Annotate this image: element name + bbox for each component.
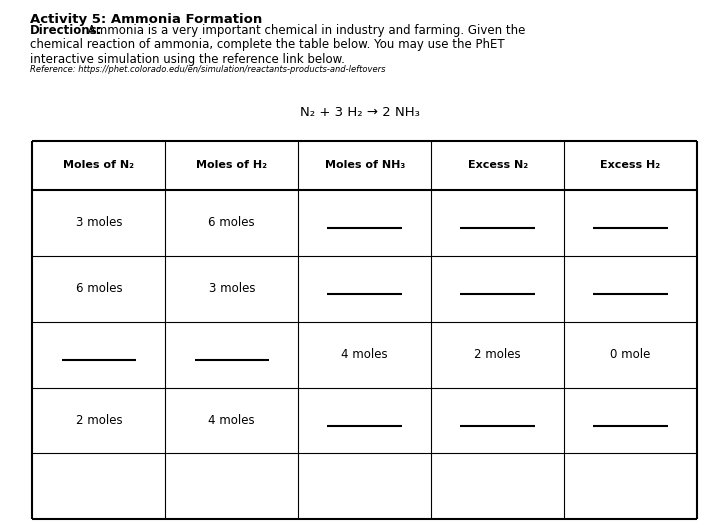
Text: 4 moles: 4 moles	[209, 414, 255, 427]
Text: 6 moles: 6 moles	[209, 216, 255, 229]
Text: 3 moles: 3 moles	[209, 282, 255, 295]
Text: 3 moles: 3 moles	[76, 216, 122, 229]
Text: interactive simulation using the reference link below.: interactive simulation using the referen…	[30, 53, 345, 65]
Text: Excess H₂: Excess H₂	[600, 160, 660, 170]
Text: Moles of N₂: Moles of N₂	[63, 160, 135, 170]
Text: 2 moles: 2 moles	[76, 414, 122, 427]
Text: Reference: https://phet.colorado.edu/en/simulation/reactants-products-and-leftov: Reference: https://phet.colorado.edu/en/…	[30, 65, 386, 74]
Text: Ammonia is a very important chemical in industry and farming. Given the: Ammonia is a very important chemical in …	[84, 24, 526, 37]
Text: chemical reaction of ammonia, complete the table below. You may use the PhET: chemical reaction of ammonia, complete t…	[30, 38, 505, 51]
Text: 4 moles: 4 moles	[341, 348, 388, 361]
Text: Moles of NH₃: Moles of NH₃	[325, 160, 405, 170]
Text: Activity 5: Ammonia Formation: Activity 5: Ammonia Formation	[30, 13, 263, 26]
Text: N₂ + 3 H₂ → 2 NH₃: N₂ + 3 H₂ → 2 NH₃	[300, 106, 420, 119]
Text: 2 moles: 2 moles	[474, 348, 521, 361]
Text: 6 moles: 6 moles	[76, 282, 122, 295]
Text: Directions:: Directions:	[30, 24, 103, 37]
Text: Excess N₂: Excess N₂	[467, 160, 528, 170]
Text: 0 mole: 0 mole	[611, 348, 651, 361]
Text: Moles of H₂: Moles of H₂	[197, 160, 267, 170]
